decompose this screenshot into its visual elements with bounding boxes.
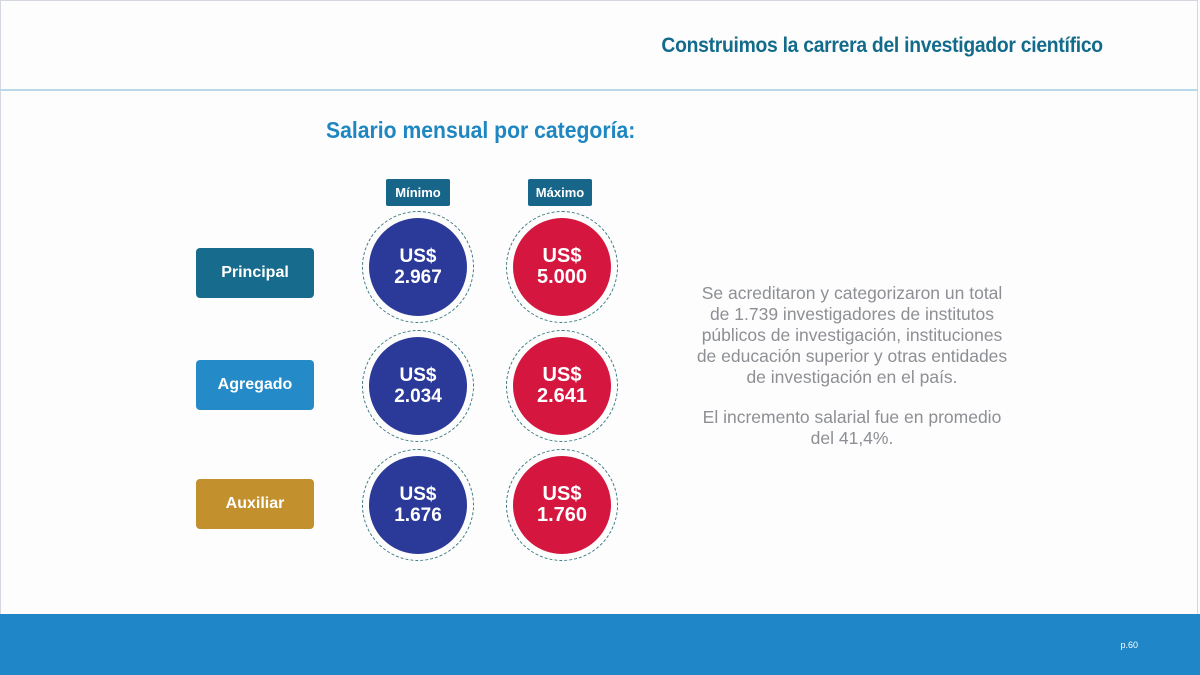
- currency-label: US$: [399, 484, 437, 505]
- column-header-minimum: Mínimo: [386, 179, 450, 206]
- currency-label: US$: [399, 246, 437, 267]
- slide-frame: [0, 0, 1198, 614]
- currency-label: US$: [542, 364, 582, 386]
- footer-bar: [0, 614, 1200, 675]
- currency-label: US$: [542, 245, 582, 267]
- max-salary-auxiliar: US$ 1.760: [506, 449, 618, 561]
- salary-value: 2.641: [536, 385, 588, 407]
- min-salary-agregado: US$ 2.034: [362, 330, 474, 442]
- category-agregado: Agregado: [196, 360, 314, 410]
- salary-value: 1.760: [536, 504, 588, 526]
- category-label: Agregado: [217, 376, 293, 393]
- min-salary-principal: US$ 2.967: [362, 211, 474, 323]
- max-salary-agregado: US$ 2.641: [506, 330, 618, 442]
- max-salary-principal: US$ 5.000: [506, 211, 618, 323]
- currency-label: US$: [399, 365, 437, 386]
- salary-value: 5.000: [536, 266, 588, 288]
- page-title: Construimos la carrera del investigador …: [661, 34, 1104, 57]
- category-label: Auxiliar: [225, 495, 285, 512]
- category-principal: Principal: [196, 248, 314, 298]
- header-divider: [0, 89, 1198, 91]
- currency-label: US$: [542, 483, 582, 505]
- min-salary-auxiliar: US$ 1.676: [362, 449, 474, 561]
- description-paragraph: El incremento salarial fue en promedio d…: [702, 407, 1002, 448]
- description-text: Se acreditaron y categorizaron un total …: [690, 283, 1014, 468]
- section-title: Salario mensual por categoría:: [326, 117, 636, 143]
- category-label: Principal: [221, 264, 289, 281]
- description-paragraph: Se acreditaron y categorizaron un total …: [696, 283, 1008, 387]
- salary-value: 2.034: [394, 386, 442, 407]
- column-header-maximum: Máximo: [528, 179, 592, 206]
- category-auxiliar: Auxiliar: [196, 479, 314, 529]
- page-number: p.60: [1120, 640, 1138, 650]
- salary-value: 1.676: [394, 505, 442, 526]
- salary-value: 2.967: [394, 267, 442, 288]
